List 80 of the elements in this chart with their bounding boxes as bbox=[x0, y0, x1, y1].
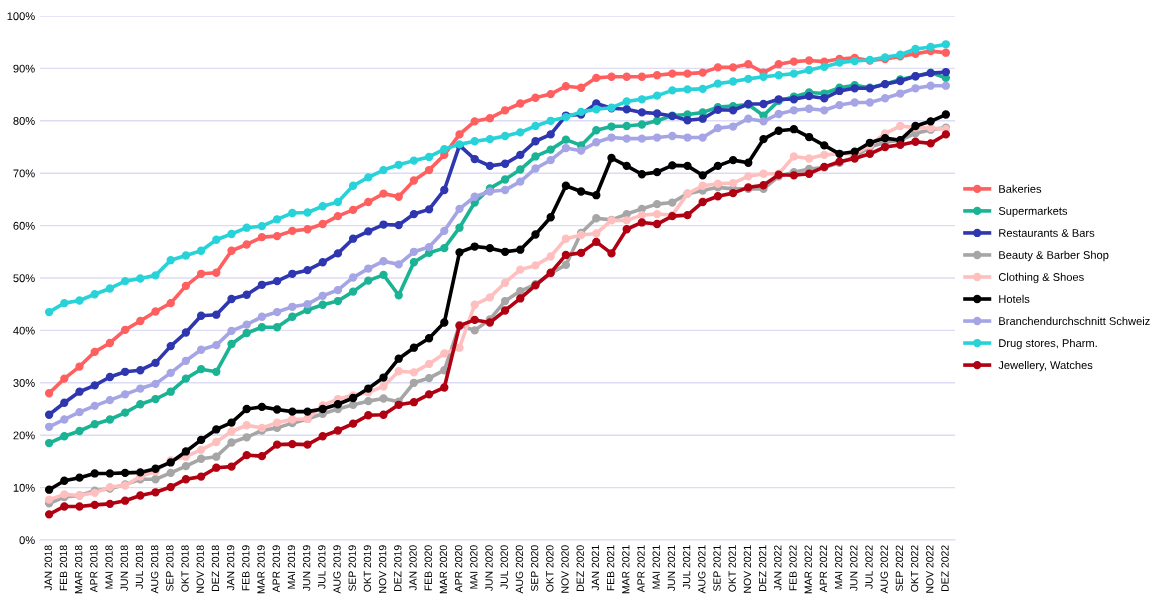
y-tick-label: 30% bbox=[13, 379, 35, 387]
legend-label: Branchendurchschnitt Schweiz bbox=[999, 316, 1150, 326]
x-tick-label: FEB 2019 bbox=[242, 545, 250, 591]
x-tick-label: MAR 2022 bbox=[804, 545, 812, 594]
x-tick-label: SEP 2021 bbox=[713, 545, 721, 592]
y-tick-label: 100% bbox=[7, 12, 35, 21]
x-tick-label: AUG 2018 bbox=[150, 545, 159, 594]
y-tick-label: 40% bbox=[13, 326, 35, 335]
x-tick-label: JUL 2022 bbox=[865, 545, 873, 589]
x-tick-label: MAR 2019 bbox=[257, 545, 265, 594]
x-tick-label: FEB 2020 bbox=[424, 545, 432, 591]
x-tick-label: MAI 2021 bbox=[652, 545, 660, 589]
x-tick-label: APR 2022 bbox=[819, 545, 828, 593]
y-tick-label: 70% bbox=[13, 169, 35, 178]
x-tick-label: JAN 2022 bbox=[774, 545, 782, 591]
x-tick-label: DEZ 2020 bbox=[576, 545, 584, 591]
x-tick-label: JUN 2018 bbox=[120, 545, 128, 592]
x-tick-label: JUN 2022 bbox=[850, 545, 858, 592]
y-tick-label: 20% bbox=[13, 431, 35, 440]
x-tick-label: FEB 2018 bbox=[59, 545, 68, 591]
legend-label: Hotels bbox=[999, 294, 1030, 304]
x-tick-label: AUG 2020 bbox=[515, 545, 524, 594]
x-tick-label: APR 2019 bbox=[272, 545, 280, 593]
x-tick-label: JAN 2019 bbox=[226, 545, 235, 591]
x-tick-label: NOV 2018 bbox=[196, 545, 204, 593]
legend-label: Restaurants & Bars bbox=[999, 229, 1095, 237]
x-tick-label: JUN 2019 bbox=[302, 545, 311, 592]
x-tick-label: JAN 2018 bbox=[44, 545, 52, 591]
x-tick-label: MAI 2019 bbox=[287, 545, 296, 589]
legend-label: Drug stores, Pharm. bbox=[999, 338, 1097, 350]
x-tick-label: JAN 2021 bbox=[591, 545, 600, 591]
x-tick-label: JUL 2020 bbox=[500, 545, 508, 589]
x-tick-label: OKT 2021 bbox=[728, 545, 736, 592]
legend-label: Beauty & Barber Shop bbox=[999, 250, 1109, 262]
x-tick-label: SEP 2022 bbox=[895, 545, 904, 592]
x-tick-label: MAR 2021 bbox=[622, 545, 630, 594]
x-tick-label: MAR 2018 bbox=[74, 545, 83, 594]
x-tick-label: AUG 2021 bbox=[698, 545, 706, 594]
x-tick-label: OKT 2018 bbox=[181, 545, 189, 592]
legend-label: Supermarkets bbox=[998, 206, 1068, 218]
x-tick-label: MAI 2020 bbox=[470, 545, 478, 589]
y-tick-label: 50% bbox=[13, 274, 35, 283]
x-tick-label: NOV 2020 bbox=[561, 545, 569, 593]
x-tick-label: APR 2021 bbox=[637, 545, 645, 593]
x-tick-label: NOV 2019 bbox=[378, 545, 387, 593]
x-tick-label: OKT 2019 bbox=[363, 545, 372, 592]
x-tick-label: DEZ 2019 bbox=[394, 545, 402, 591]
legend-label: Bakeries bbox=[999, 184, 1042, 193]
x-tick-label: JUN 2020 bbox=[485, 545, 493, 592]
x-tick-label: DEZ 2021 bbox=[758, 545, 767, 591]
x-tick-label: NOV 2022 bbox=[926, 545, 934, 593]
x-tick-label: JUL 2019 bbox=[318, 545, 326, 589]
x-tick-label: MAI 2018 bbox=[105, 545, 113, 589]
x-tick-label: OKT 2022 bbox=[910, 545, 919, 592]
x-tick-label: AUG 2019 bbox=[333, 545, 341, 594]
x-tick-label: JUN 2021 bbox=[667, 545, 676, 592]
y-tick-label: 0% bbox=[19, 536, 35, 545]
y-tick-label: 10% bbox=[13, 483, 35, 492]
x-tick-label: DEZ 2018 bbox=[211, 545, 220, 591]
x-tick-label: AUG 2022 bbox=[880, 545, 888, 594]
x-tick-label: FEB 2021 bbox=[606, 545, 615, 591]
x-tick-label: MAI 2022 bbox=[834, 545, 843, 589]
y-tick-label: 90% bbox=[13, 64, 35, 73]
x-tick-label: SEP 2018 bbox=[166, 545, 174, 592]
x-tick-label: APR 2018 bbox=[90, 545, 98, 593]
y-tick-label: 80% bbox=[13, 117, 35, 125]
x-tick-label: JAN 2020 bbox=[409, 545, 417, 591]
x-tick-label: DEZ 2022 bbox=[941, 545, 949, 591]
x-tick-label: JUL 2018 bbox=[135, 545, 144, 589]
x-tick-label: SEP 2020 bbox=[530, 545, 539, 592]
x-tick-label: MAR 2020 bbox=[439, 545, 448, 594]
y-tick-label: 60% bbox=[13, 221, 35, 230]
x-tick-label: JUL 2021 bbox=[682, 545, 691, 589]
legend-label: Jewellery, Watches bbox=[998, 360, 1093, 372]
x-tick-label: SEP 2019 bbox=[348, 545, 356, 592]
x-tick-label: NOV 2021 bbox=[743, 545, 752, 593]
legend-label: Clothing & Shoes bbox=[998, 272, 1084, 284]
x-tick-label: FEB 2022 bbox=[789, 545, 797, 591]
x-tick-label: OKT 2020 bbox=[546, 545, 554, 592]
x-tick-label: APR 2020 bbox=[454, 545, 463, 593]
